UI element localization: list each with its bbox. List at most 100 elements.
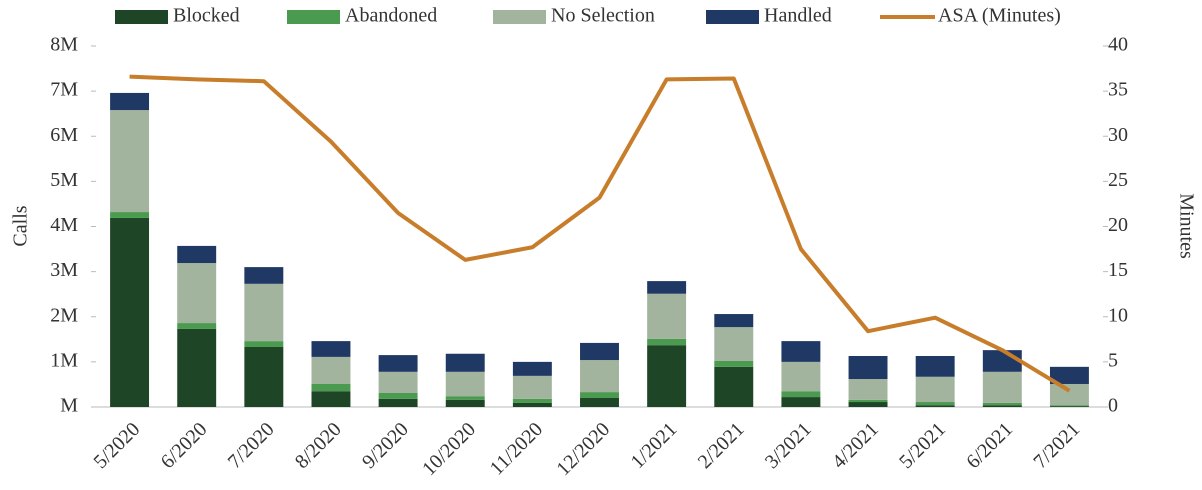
bar-segment (915, 376, 955, 403)
bar-segment (244, 346, 284, 407)
y-tick-label: 7M (50, 79, 78, 101)
legend-label: No Selection (551, 5, 655, 27)
x-tick-label: 9/2020 (358, 418, 413, 473)
bar-segment (982, 405, 1022, 407)
x-tick-label: 6/2020 (157, 418, 212, 473)
bar-segment (647, 281, 687, 294)
bar-segment (378, 355, 418, 372)
legend-swatch (493, 10, 546, 24)
bar-segment (1049, 383, 1089, 406)
y-tick-label: 3M (50, 259, 78, 281)
line (129, 74, 1071, 393)
bar-segment (311, 391, 351, 407)
bar-segment (512, 398, 552, 403)
legend-label: Abandoned (345, 5, 437, 27)
bar-segment (647, 293, 687, 339)
legend-label: Handled (764, 5, 832, 27)
bar-segment (714, 366, 754, 407)
y-tick-label: 1M (50, 349, 78, 371)
bar-segment (781, 361, 821, 392)
bar-segment (177, 263, 217, 324)
bar-segment (982, 350, 1022, 372)
bar-segment (110, 110, 150, 213)
x-tick-label: 12/2020 (552, 418, 614, 480)
y2-axis-label: Minutes (1175, 193, 1197, 259)
bar-segment (647, 345, 687, 407)
legend-label: Blocked (173, 5, 240, 27)
bar-segment (982, 402, 1022, 406)
bar-segment (378, 398, 418, 407)
bar-segment (580, 397, 619, 407)
bar-segment (1049, 405, 1089, 407)
legend-swatch (287, 10, 340, 24)
y2-tick-label: 35 (1108, 79, 1128, 101)
bar-segment (580, 342, 619, 361)
bar-segment (311, 341, 351, 357)
bar-segment (110, 217, 150, 407)
legend-label: ASA (Minutes) (938, 5, 1061, 27)
x-tick-label: 6/2021 (962, 418, 1017, 473)
y-tick-label: 4M (50, 214, 78, 236)
x-tick-label: 1/2021 (627, 418, 682, 473)
y-tick-label: 8M (50, 34, 78, 56)
x-tick-label: 7/2021 (1029, 418, 1084, 473)
bar-segment (244, 283, 284, 342)
y2-tick-label: 25 (1108, 169, 1128, 191)
bar-segment (378, 393, 418, 399)
bar-segment (781, 341, 821, 362)
bar-segment (177, 323, 217, 329)
bar-segment (580, 392, 619, 398)
bar-segment (1049, 406, 1089, 407)
bar-segment (848, 356, 888, 380)
x-tick-label: 4/2021 (828, 418, 883, 473)
bar-segment (848, 399, 888, 403)
bar-segment (848, 402, 888, 407)
bar-segment (177, 245, 217, 264)
bar-segment (445, 396, 485, 400)
x-tick-label: 3/2021 (761, 418, 816, 473)
y2-tick-label: 20 (1108, 214, 1128, 236)
x-tick-label: 8/2020 (291, 418, 346, 473)
x-tick-label: 2/2021 (694, 418, 749, 473)
bar-segment (445, 399, 485, 407)
bar-segment (244, 267, 284, 284)
y2-tick-label: 15 (1108, 259, 1128, 281)
bar-segment (512, 361, 552, 376)
bar-segment (177, 328, 217, 407)
legend-swatch (706, 10, 759, 24)
y-tick-label: 5M (50, 169, 78, 191)
y2-tick-label: 30 (1108, 124, 1128, 146)
bar-segment (244, 341, 284, 347)
x-tick-label: 11/2020 (486, 418, 547, 479)
bar-segment (848, 379, 888, 400)
x-tick-label: 5/2021 (895, 418, 950, 473)
bar-segment (915, 405, 955, 407)
x-tick-label: 7/2020 (224, 418, 279, 473)
y2-tick-label: 40 (1108, 34, 1128, 56)
bar-segment (311, 383, 351, 392)
bar-segment (714, 314, 754, 328)
y2-tick-label: 10 (1108, 304, 1128, 326)
bar-segment (915, 356, 955, 377)
y-axis-label: Calls (10, 205, 32, 246)
bar-segment (714, 360, 754, 367)
bar-segment (781, 391, 821, 398)
y-tick-label: M (60, 395, 78, 417)
bar-segment (714, 327, 754, 361)
bar-segment (311, 356, 351, 384)
bar-segment (580, 360, 619, 393)
bar-segment (445, 371, 485, 397)
y-tick-label: 2M (50, 304, 78, 326)
bar-segment (110, 92, 150, 111)
bar-segment (982, 371, 1022, 403)
bar-segment (110, 212, 150, 218)
y-tick-label: 6M (50, 124, 78, 146)
y2-tick-label: 5 (1108, 349, 1118, 371)
bar-segment (512, 375, 552, 399)
x-tick-label: 5/2020 (90, 418, 145, 473)
bar-segment (378, 371, 418, 394)
bar-segment (445, 353, 485, 372)
bar-segment (1049, 366, 1089, 384)
bar-segment (647, 338, 687, 346)
